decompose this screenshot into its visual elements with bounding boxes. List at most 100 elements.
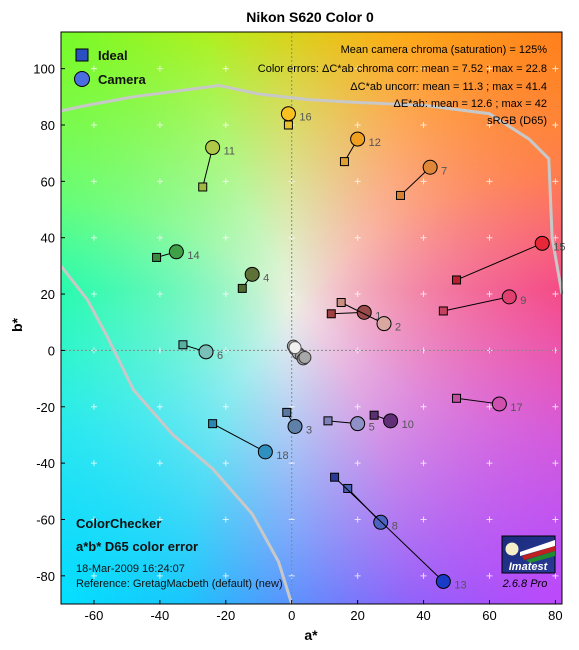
neutral-white bbox=[288, 341, 302, 355]
grid-plus bbox=[90, 572, 97, 579]
grid-plus bbox=[354, 572, 361, 579]
camera-marker-12 bbox=[350, 131, 366, 147]
grid-plus bbox=[156, 178, 163, 185]
grid-plus bbox=[420, 291, 427, 298]
grid-plus bbox=[354, 121, 361, 128]
camera-marker-4 bbox=[244, 266, 260, 282]
grid-plus bbox=[222, 516, 229, 523]
grid-plus bbox=[486, 65, 493, 72]
legend-ideal-marker bbox=[75, 48, 89, 62]
grid-plus bbox=[552, 516, 559, 523]
ideal-marker-6 bbox=[178, 340, 188, 350]
error-line-18 bbox=[212, 423, 266, 453]
camera-marker-15 bbox=[534, 235, 550, 251]
gamut-top bbox=[60, 84, 564, 295]
grid-plus bbox=[156, 460, 163, 467]
ideal-marker-1 bbox=[326, 309, 336, 319]
grid-plus bbox=[420, 178, 427, 185]
grid-plus bbox=[420, 65, 427, 72]
ideal-marker-4 bbox=[237, 283, 247, 293]
y-tick-label: -60 bbox=[36, 512, 55, 527]
patch-label-17: 17 bbox=[510, 402, 522, 414]
info-line-chroma-corr: Color errors: ΔC*ab chroma corr: mean = … bbox=[258, 63, 547, 75]
patch-label-2: 2 bbox=[395, 322, 401, 334]
grid-plus bbox=[552, 65, 559, 72]
x-tick-label: -20 bbox=[216, 608, 235, 623]
grid-plus bbox=[552, 460, 559, 467]
x-tick-label: 0 bbox=[288, 608, 295, 623]
ideal-marker-2 bbox=[336, 298, 346, 308]
grid-plus bbox=[222, 65, 229, 72]
patch-label-11: 11 bbox=[224, 146, 235, 158]
y-tick-label: -40 bbox=[36, 456, 55, 471]
footer-timestamp: 18-Mar-2009 16:24:07 bbox=[76, 563, 185, 575]
grid-plus bbox=[90, 291, 97, 298]
y-axis-label: b* bbox=[9, 317, 25, 332]
axes: -60 -40 -20 0 20 40 60 80 -80 -60 -40 -20 0 20 40 60 80 1… bbox=[33, 31, 563, 623]
grid-plus bbox=[156, 234, 163, 241]
grid-plus bbox=[156, 121, 163, 128]
footer-reference: Reference: GretagMacbeth (default) (new) bbox=[76, 578, 283, 590]
ideal-marker-15 bbox=[452, 275, 462, 285]
footer-subtitle: a*b* D65 color error bbox=[76, 539, 198, 554]
y-tick-label: -20 bbox=[36, 400, 55, 415]
logo-text: Imatest bbox=[509, 561, 549, 573]
grid-plus bbox=[90, 178, 97, 185]
plot-background bbox=[61, 32, 562, 604]
grid-plus bbox=[486, 460, 493, 467]
grid-plus bbox=[90, 234, 97, 241]
grid-plus bbox=[354, 460, 361, 467]
camera-marker-3 bbox=[287, 418, 303, 434]
info-line-chroma-uncorr: ΔC*ab uncorr: mean = 11.3 ; max = 41.4 bbox=[350, 81, 547, 93]
patch-label-6: 6 bbox=[217, 350, 223, 362]
error-line-13 bbox=[334, 476, 444, 582]
x-tick-label: -40 bbox=[150, 608, 169, 623]
grid-plus bbox=[486, 121, 493, 128]
ideal-marker-9 bbox=[438, 306, 448, 316]
grid-plus bbox=[90, 403, 97, 410]
grid-plus bbox=[156, 291, 163, 298]
camera-marker-8 bbox=[373, 514, 389, 530]
patch-label-3: 3 bbox=[306, 424, 312, 436]
footer-block: ColorChecker a*b* D65 color error 18-Mar… bbox=[76, 516, 283, 590]
grid-plus bbox=[420, 572, 427, 579]
error-line-2 bbox=[340, 302, 385, 325]
grid-plus bbox=[420, 234, 427, 241]
legend-camera-marker bbox=[74, 71, 90, 87]
patch-label-8: 8 bbox=[392, 520, 398, 532]
camera-marker-11 bbox=[205, 140, 221, 156]
camera-marker-5 bbox=[350, 416, 366, 432]
grid-plus bbox=[156, 516, 163, 523]
grid-plus bbox=[156, 65, 163, 72]
camera-marker-18 bbox=[257, 444, 273, 460]
y-tick-label: 60 bbox=[41, 174, 55, 189]
grid bbox=[61, 32, 562, 604]
camera-marker-17 bbox=[491, 396, 507, 412]
x-tick-label: 60 bbox=[482, 608, 496, 623]
grid-plus bbox=[486, 234, 493, 241]
grid-plus bbox=[90, 65, 97, 72]
patch-label-18: 18 bbox=[276, 450, 288, 462]
patch-label-9: 9 bbox=[520, 295, 526, 307]
ideal-marker-13 bbox=[330, 472, 340, 482]
camera-marker-16 bbox=[280, 106, 296, 122]
ideal-marker-5 bbox=[323, 416, 333, 426]
grid-plus bbox=[354, 403, 361, 410]
grid-plus bbox=[90, 516, 97, 523]
y-tick-label: 40 bbox=[41, 231, 55, 246]
grid-plus bbox=[552, 178, 559, 185]
ideal-marker-14 bbox=[152, 252, 162, 262]
info-box: Mean camera chroma (saturation) = 125% C… bbox=[258, 44, 547, 127]
legend-camera-label: Camera bbox=[98, 72, 146, 87]
grid-plus bbox=[354, 291, 361, 298]
gamut-left bbox=[59, 264, 294, 605]
x-tick-label: -60 bbox=[85, 608, 104, 623]
y-tick-label: 80 bbox=[41, 118, 55, 133]
ideal-marker-7 bbox=[395, 190, 405, 200]
grid-plus bbox=[222, 572, 229, 579]
grid-plus bbox=[486, 403, 493, 410]
y-tick-label: 20 bbox=[41, 287, 55, 302]
info-line-colorspace: sRGB (D65) bbox=[487, 115, 547, 127]
ideal-marker-18 bbox=[208, 419, 218, 429]
